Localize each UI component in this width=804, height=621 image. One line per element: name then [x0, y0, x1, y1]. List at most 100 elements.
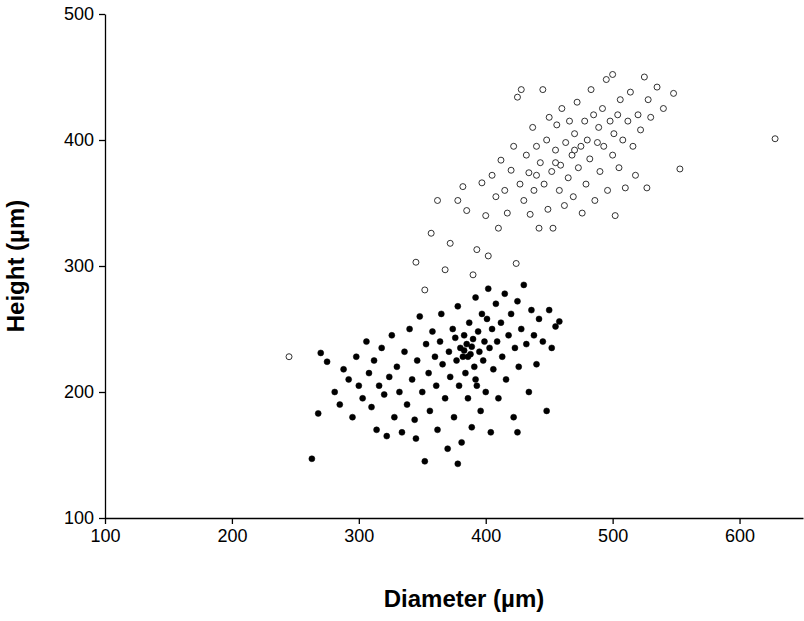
tick-label: 400	[471, 526, 501, 546]
point	[438, 311, 444, 317]
point	[561, 203, 567, 209]
point	[641, 74, 647, 80]
tick-mark	[232, 518, 233, 524]
chart: 100200300400500600100200300400500Diamete…	[0, 0, 804, 621]
point	[379, 345, 385, 351]
point	[412, 417, 418, 423]
point	[459, 439, 465, 445]
point	[622, 185, 628, 191]
point	[527, 211, 533, 217]
point	[469, 344, 475, 350]
point	[464, 208, 470, 214]
point	[594, 140, 600, 146]
point	[526, 170, 532, 176]
point	[512, 345, 518, 351]
point	[635, 112, 641, 118]
point	[549, 169, 555, 175]
point	[369, 404, 375, 410]
point	[429, 329, 435, 335]
point	[616, 165, 622, 171]
point	[386, 374, 392, 380]
tick: 300	[64, 256, 105, 276]
tick: 200	[217, 518, 247, 546]
point	[575, 165, 581, 171]
point	[462, 370, 468, 376]
point	[286, 354, 292, 360]
point	[315, 410, 321, 416]
point	[452, 335, 458, 341]
point	[772, 136, 778, 142]
point	[579, 210, 585, 216]
point	[456, 383, 462, 389]
point	[440, 361, 446, 367]
point	[540, 87, 546, 93]
point	[610, 152, 616, 158]
point	[460, 184, 466, 190]
point	[648, 114, 654, 120]
point	[442, 267, 448, 273]
point	[402, 349, 408, 355]
point	[544, 137, 550, 143]
point	[523, 152, 529, 158]
point	[546, 114, 552, 120]
point	[671, 90, 677, 96]
tick-label: 500	[64, 4, 94, 24]
point	[466, 320, 472, 326]
point	[638, 127, 644, 133]
point	[537, 160, 543, 166]
series	[309, 282, 562, 467]
point	[518, 87, 524, 93]
point	[495, 225, 501, 231]
point	[376, 383, 382, 389]
point	[413, 259, 419, 265]
point	[471, 364, 477, 370]
point	[479, 180, 485, 186]
point	[502, 291, 508, 297]
point	[514, 94, 520, 100]
tick-mark	[99, 140, 105, 141]
point	[454, 358, 460, 364]
point	[426, 370, 432, 376]
point	[374, 427, 380, 433]
point	[489, 172, 495, 178]
point	[473, 295, 479, 301]
point	[422, 458, 428, 464]
tick-label: 300	[64, 256, 94, 276]
point	[450, 326, 456, 332]
point	[437, 339, 443, 345]
point	[366, 370, 372, 376]
point	[435, 197, 441, 203]
tick: 600	[725, 518, 755, 546]
point	[487, 345, 493, 351]
point	[417, 313, 423, 319]
point	[485, 253, 491, 259]
point	[583, 181, 589, 187]
point	[445, 446, 451, 452]
tick-mark	[99, 392, 105, 393]
tick-label: 100	[90, 526, 120, 546]
tick-label: 200	[217, 526, 247, 546]
point	[592, 197, 598, 203]
point	[465, 354, 471, 360]
point	[517, 181, 523, 187]
point	[553, 323, 559, 329]
point	[578, 143, 584, 149]
point	[465, 395, 471, 401]
point	[627, 89, 633, 95]
point	[584, 137, 590, 143]
tick: 100	[64, 508, 105, 528]
tick: 400	[471, 518, 501, 546]
point	[610, 71, 616, 77]
point	[442, 395, 448, 401]
y-axis: 100200300400500	[64, 4, 106, 528]
tick-mark	[99, 14, 105, 15]
tick: 400	[64, 130, 105, 150]
point	[508, 311, 514, 317]
point	[422, 287, 428, 293]
point	[523, 341, 529, 347]
point	[611, 131, 617, 137]
point	[654, 84, 660, 90]
point	[572, 147, 578, 153]
point	[565, 175, 571, 181]
point	[632, 172, 638, 178]
